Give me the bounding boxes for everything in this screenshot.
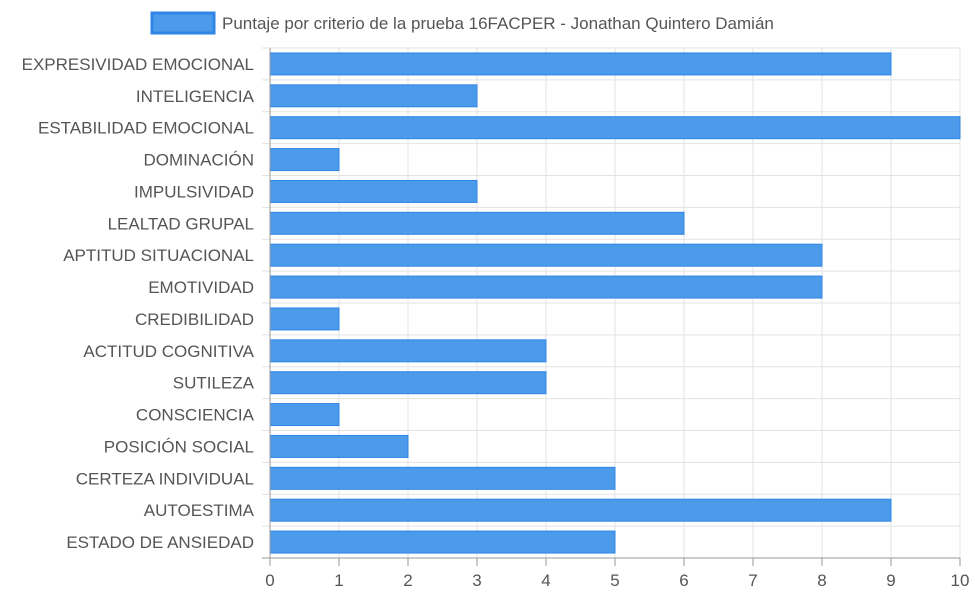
category-label: AUTOESTIMA bbox=[144, 501, 255, 520]
x-tick-label: 5 bbox=[610, 571, 619, 590]
bar[interactable] bbox=[269, 179, 478, 203]
category-label: APTITUD SITUACIONAL bbox=[63, 246, 254, 265]
category-label: CONSCIENCIA bbox=[136, 406, 255, 425]
x-tick-labels: 0 1 2 3 4 5 6 7 8 9 10 bbox=[265, 571, 969, 590]
x-tick-label: 0 bbox=[265, 571, 274, 590]
category-label: LEALTAD GRUPAL bbox=[108, 214, 254, 233]
category-label: CERTEZA INDIVIDUAL bbox=[76, 469, 254, 488]
x-tick-label: 9 bbox=[886, 571, 895, 590]
x-tick-label: 2 bbox=[403, 571, 412, 590]
bar[interactable] bbox=[269, 275, 823, 299]
bar[interactable] bbox=[269, 466, 616, 490]
category-label: CREDIBILIDAD bbox=[135, 310, 254, 329]
bars bbox=[269, 52, 961, 554]
category-label: INTELIGENCIA bbox=[136, 87, 255, 106]
legend-swatch bbox=[150, 11, 216, 35]
bar[interactable] bbox=[269, 403, 340, 427]
bar[interactable] bbox=[269, 243, 823, 267]
bar[interactable] bbox=[269, 371, 547, 395]
category-label: DOMINACIÓN bbox=[144, 151, 255, 170]
category-label: EXPRESIVIDAD EMOCIONAL bbox=[22, 55, 254, 74]
category-label: POSICIÓN SOCIAL bbox=[104, 437, 254, 456]
bar[interactable] bbox=[269, 530, 616, 554]
bar[interactable] bbox=[269, 84, 478, 108]
x-tick-label: 8 bbox=[817, 571, 826, 590]
x-tick-label: 4 bbox=[541, 571, 550, 590]
bar[interactable] bbox=[269, 498, 892, 522]
bar[interactable] bbox=[269, 52, 892, 76]
category-label: SUTILEZA bbox=[173, 374, 255, 393]
bar[interactable] bbox=[269, 339, 547, 363]
x-tick-label: 10 bbox=[951, 571, 970, 590]
bar[interactable] bbox=[269, 116, 961, 140]
x-tick-label: 1 bbox=[334, 571, 343, 590]
x-tick-label: 6 bbox=[679, 571, 688, 590]
category-label: ESTABILIDAD EMOCIONAL bbox=[38, 119, 254, 138]
bar[interactable] bbox=[269, 211, 685, 235]
category-label: IMPULSIVIDAD bbox=[134, 182, 254, 201]
x-tick-label: 7 bbox=[748, 571, 757, 590]
x-tick-label: 3 bbox=[472, 571, 481, 590]
axes bbox=[262, 48, 961, 566]
category-label: ESTADO DE ANSIEDAD bbox=[66, 533, 254, 552]
category-label: ACTITUD COGNITIVA bbox=[83, 342, 254, 361]
bar[interactable] bbox=[269, 148, 340, 172]
category-labels: EXPRESIVIDAD EMOCIONAL INTELIGENCIA ESTABI… bbox=[22, 55, 255, 552]
bar[interactable] bbox=[269, 434, 409, 458]
category-label: EMOTIVIDAD bbox=[148, 278, 254, 297]
legend-label: Puntaje por criterio de la prueba 16FACP… bbox=[222, 14, 774, 33]
bar[interactable] bbox=[269, 307, 340, 331]
legend[interactable]: Puntaje por criterio de la prueba 16FACP… bbox=[150, 11, 774, 35]
